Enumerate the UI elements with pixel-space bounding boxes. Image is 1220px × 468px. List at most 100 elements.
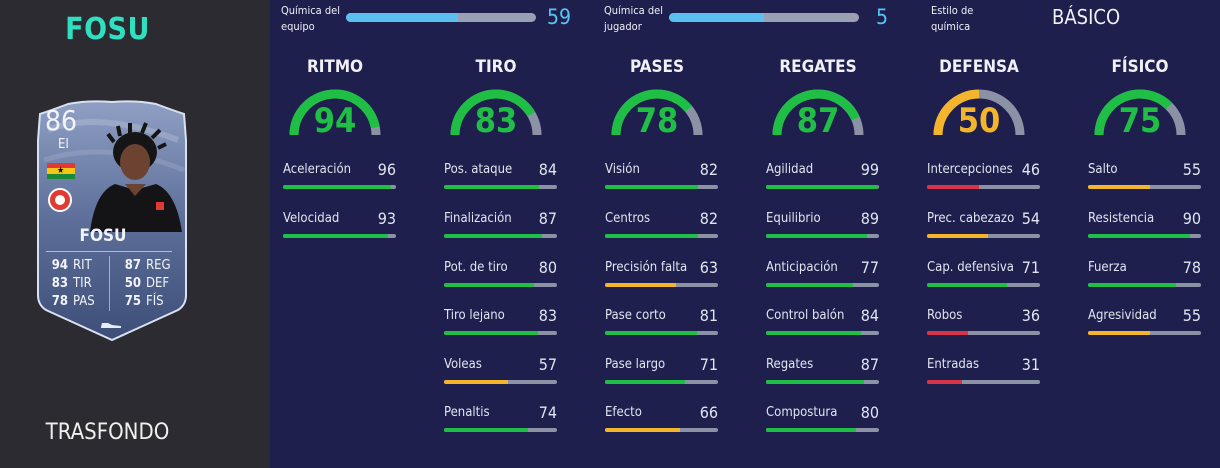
stat-row: Fuerza 78 (1088, 258, 1201, 300)
stat-value: 80 (860, 403, 879, 422)
stat-row: Efecto 66 (605, 403, 718, 445)
stat-name: Finalización (444, 211, 512, 226)
stat-name: Precisión falta (605, 260, 688, 275)
stat-bar (605, 234, 718, 238)
stat-bar-fill (605, 283, 677, 287)
category-name: RITMO (306, 57, 364, 77)
stat-bar-fill (444, 283, 535, 287)
stat-value: 83 (538, 306, 557, 325)
stat-value: 36 (1021, 306, 1040, 325)
category-name: REGATES (779, 57, 857, 77)
stat-bar-fill (444, 331, 538, 335)
stat-value: 63 (699, 258, 718, 277)
stat-value: 31 (1021, 355, 1040, 374)
card-stat-fis: 75 FÍS (124, 294, 164, 309)
stat-name: Robos (927, 308, 963, 323)
stat-name: Penaltis (444, 405, 490, 420)
stat-name: Compostura (766, 405, 838, 420)
stat-value: 80 (538, 258, 557, 277)
card-stat-rit: 94 RIT (51, 258, 92, 273)
stat-name: Control balón (766, 308, 845, 323)
stat-name: Agilidad (766, 162, 814, 177)
category-gauge-icon (289, 89, 381, 136)
team-chemistry-label: Química del equipo (281, 4, 340, 33)
player-chemistry-bar (669, 13, 859, 22)
category-value: 75 (1118, 101, 1162, 141)
category-name: DEFENSA (939, 57, 1019, 77)
category-gauge-icon (450, 89, 542, 136)
stat-bar (444, 283, 557, 287)
chemistry-style-label: Estilo de química (931, 4, 974, 33)
stat-bar-fill (605, 428, 680, 432)
stat-row: Voleas 57 (444, 355, 557, 397)
stat-value: 82 (699, 160, 718, 179)
flag-stripe-red (47, 163, 75, 169)
category-gauge-icon (1094, 89, 1186, 136)
stat-bar (605, 380, 718, 384)
stat-bar (766, 234, 879, 238)
stat-row: Cap. defensiva 71 (927, 258, 1040, 300)
stat-bar (927, 283, 1040, 287)
stat-name: Entradas (927, 357, 980, 372)
stat-name: Salto (1088, 162, 1118, 177)
stat-bar (1088, 185, 1201, 189)
stat-row: Pase corto 81 (605, 306, 718, 348)
card-vertical-divider (109, 256, 110, 311)
category-value: 94 (313, 101, 357, 141)
stat-row: Entradas 31 (927, 355, 1040, 397)
stat-value: 71 (699, 355, 718, 374)
stat-value: 84 (860, 306, 879, 325)
stat-name: Anticipación (766, 260, 838, 275)
background-label: TRASFONDO (45, 420, 170, 445)
stat-bar (927, 380, 1040, 384)
stat-value: 54 (1021, 209, 1040, 228)
stat-bar (283, 234, 396, 238)
stat-name: Pase largo (605, 357, 666, 372)
card-stat-reg: 87 REG (124, 258, 171, 273)
stat-bar (766, 380, 879, 384)
stat-row: Aceleración 96 (283, 160, 396, 202)
stat-name: Velocidad (283, 211, 340, 226)
stat-name: Pase corto (605, 308, 666, 323)
gauge-fill (611, 89, 693, 136)
player-card[interactable]: 86 EI ★ FOSU 94 RIT 83 TIR 78 PAS (28, 100, 196, 345)
stat-row: Regates 87 (766, 355, 879, 397)
card-rating: 86 (45, 104, 78, 137)
stat-bar-fill (1088, 283, 1177, 287)
stat-row: Salto 55 (1088, 160, 1201, 202)
stat-value: 55 (1182, 160, 1201, 179)
category-value: 83 (474, 101, 518, 141)
player-name-title: FOSU (65, 12, 150, 47)
category-value: 78 (635, 101, 679, 141)
stat-bar-fill (605, 185, 698, 189)
stat-name: Equilibrio (766, 211, 821, 226)
flag-stripe-yellow (47, 168, 75, 174)
stat-bar-fill (444, 234, 543, 238)
team-chemistry-bar (346, 13, 536, 22)
stat-bar (283, 185, 396, 189)
stat-value: 57 (538, 355, 557, 374)
stat-bar-fill (605, 331, 697, 335)
stat-row: Centros 82 (605, 209, 718, 251)
team-chemistry-value: 59 (547, 5, 572, 29)
stat-bar (605, 283, 718, 287)
stat-value: 71 (1021, 258, 1040, 277)
card-stat-tir: 83 TIR (51, 276, 92, 291)
stat-value: 84 (538, 160, 557, 179)
stat-row: Resistencia 90 (1088, 209, 1201, 251)
stat-row: Anticipación 77 (766, 258, 879, 300)
stat-name: Prec. cabezazo (927, 211, 1015, 226)
stat-name: Fuerza (1088, 260, 1127, 275)
stat-name: Voleas (444, 357, 482, 372)
stat-value: 93 (377, 209, 396, 228)
stat-bar (766, 331, 879, 335)
stat-bar-fill (927, 234, 989, 238)
player-chemistry-label: Química del jugador (604, 4, 663, 33)
stat-bar (766, 428, 879, 432)
stat-bar-fill (444, 380, 509, 384)
stat-bar (766, 185, 879, 189)
chemistry-style-value[interactable]: BÁSICO (1052, 5, 1121, 29)
stat-bar-fill (927, 283, 1008, 287)
stat-value: 74 (538, 403, 557, 422)
